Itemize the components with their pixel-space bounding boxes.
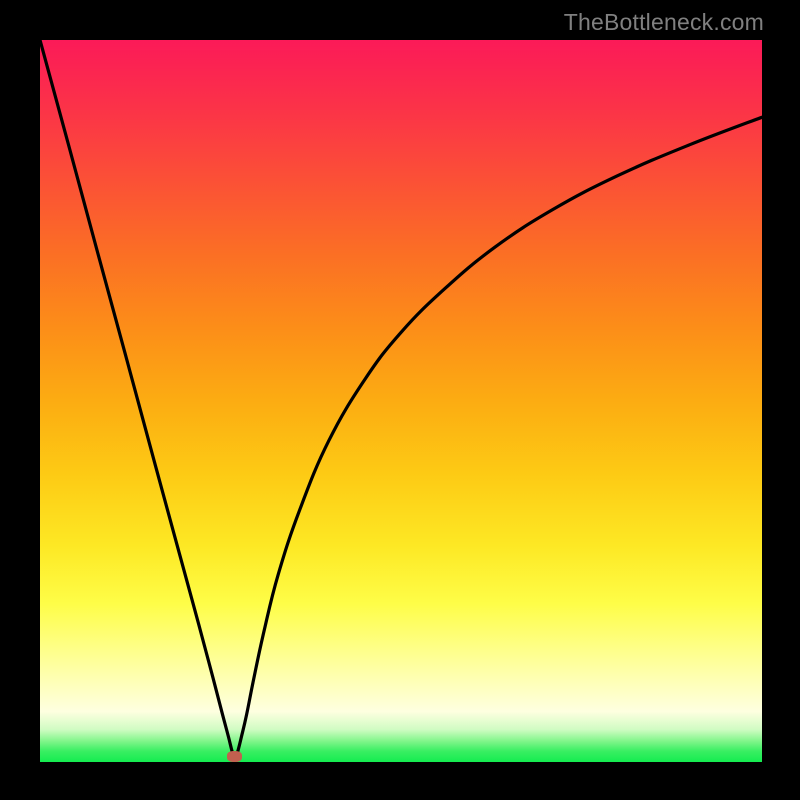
chart-frame: TheBottleneck.com: [0, 0, 800, 800]
bottleneck-curve: [40, 40, 762, 762]
watermark-text: TheBottleneck.com: [564, 9, 764, 36]
plot-area: [40, 40, 762, 762]
